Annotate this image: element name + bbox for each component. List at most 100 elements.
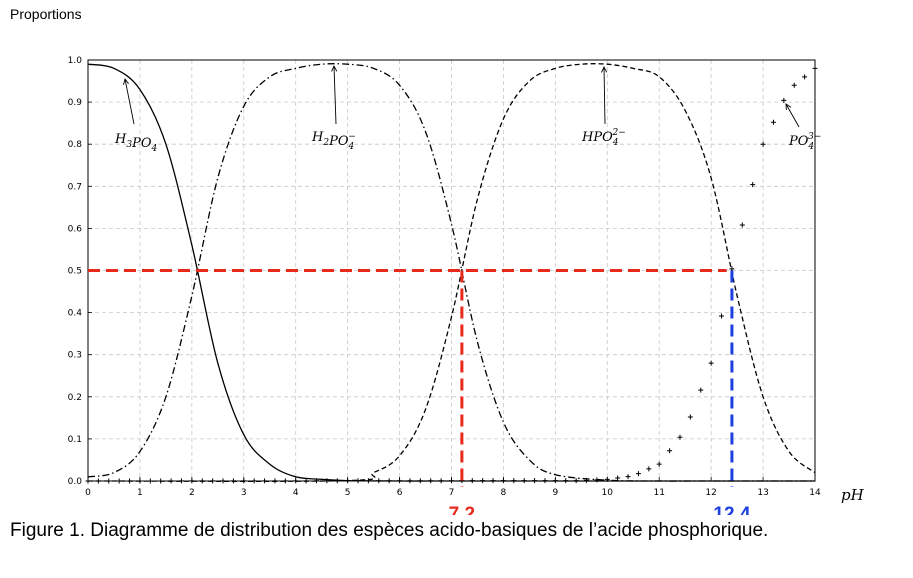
series-po4-marker xyxy=(563,478,569,484)
series-po4-marker xyxy=(334,478,340,484)
series-po4-marker xyxy=(365,478,371,484)
y-tick-label: 0.4 xyxy=(68,309,83,319)
series-po4-marker xyxy=(625,474,631,480)
series-po4-marker xyxy=(646,466,652,472)
series-po4-marker xyxy=(272,478,278,484)
series-po4-marker xyxy=(615,475,621,481)
x-tick-label: 13 xyxy=(757,488,768,498)
y-tick-label: 0.3 xyxy=(68,351,82,361)
x-tick-label: 14 xyxy=(809,488,821,498)
series-po4-marker xyxy=(656,461,662,467)
series-po4-marker xyxy=(376,478,382,484)
x-tick-label: 12 xyxy=(705,488,716,498)
axes: 0 1 2 3 4 5 6 7 8 9 10 11 12 13 140.00.10.20.30.40.50.… xyxy=(68,56,821,498)
x-tick-label: 7 xyxy=(449,488,455,498)
pka-labels: 7,2 12,4 xyxy=(449,504,751,515)
series-po4-marker xyxy=(428,478,434,484)
arrow-head xyxy=(785,103,792,111)
series-po4-marker xyxy=(127,478,133,484)
series-po4-marker xyxy=(781,97,787,103)
series-po4-marker xyxy=(677,434,683,440)
species-labels: H3PO4 H2PO4− HPO42− PO43− xyxy=(114,64,821,154)
series-po4-marker xyxy=(573,478,579,484)
arrow-shaft xyxy=(333,65,337,125)
series-po4-marker xyxy=(542,478,548,484)
x-tick-label: 10 xyxy=(602,488,614,498)
series-po4-marker xyxy=(355,478,361,484)
series-po4-marker xyxy=(220,478,226,484)
series-po4-marker xyxy=(750,182,756,188)
series-po4-marker xyxy=(303,478,309,484)
x-tick-label: 5 xyxy=(345,488,351,498)
pka-label: 7,2 xyxy=(449,504,475,515)
x-tick-label: 8 xyxy=(501,488,507,498)
y-tick-label: 0.5 xyxy=(68,267,82,277)
series-po4-marker xyxy=(604,476,610,482)
series-po4-marker xyxy=(635,471,641,477)
y-tick-label: 0.1 xyxy=(68,435,82,445)
series-po4-marker xyxy=(584,477,590,483)
figure-caption: Figure 1. Diagramme de distribution des … xyxy=(10,520,769,541)
series-po4-marker xyxy=(490,478,496,484)
x-tick-label: 0 xyxy=(85,488,91,498)
x-tick-label: 6 xyxy=(397,488,403,498)
arrow-head xyxy=(331,64,338,72)
series-po4-marker xyxy=(116,478,122,484)
y-tick-label: 0.9 xyxy=(68,98,83,108)
series-po4-marker xyxy=(241,478,247,484)
series-po4-marker xyxy=(345,478,351,484)
series-line-2 xyxy=(87,63,816,482)
y-tick-label: 1.0 xyxy=(68,56,83,66)
series-po4-marker xyxy=(770,119,776,125)
series-po4-marker xyxy=(698,387,704,393)
series-po4-marker xyxy=(407,478,413,484)
half-proportion-guides xyxy=(88,269,734,487)
x-tick-label: 2 xyxy=(189,488,195,498)
series-po4-marker xyxy=(199,478,205,484)
x-tick-label: 9 xyxy=(552,488,558,498)
arrow-shaft xyxy=(785,103,800,128)
series-po4-marker xyxy=(210,478,216,484)
series-po4-marker xyxy=(687,414,693,420)
series-po4-marker xyxy=(230,478,236,484)
series-po4-marker xyxy=(324,478,330,484)
series-po4-marker xyxy=(729,266,735,272)
series-po4-marker xyxy=(147,478,153,484)
series-po4-marker xyxy=(719,313,725,319)
series-po4-marker xyxy=(189,478,195,484)
series-po4-marker xyxy=(293,478,299,484)
series-po4-marker xyxy=(417,478,423,484)
y-tick-label: 0.7 xyxy=(68,182,82,192)
x-tick-label: 1 xyxy=(137,488,143,498)
distribution-chart: 0 1 2 3 4 5 6 7 8 9 10 11 12 13 140.00.10.20.30.40.50.… xyxy=(68,56,865,515)
x-axis-title: pH xyxy=(841,486,865,504)
y-tick-label: 0.8 xyxy=(68,140,83,150)
species-label-h2po4: H2PO4− xyxy=(311,130,356,152)
series-po4-marker xyxy=(480,478,486,484)
arrow-shaft xyxy=(124,78,135,125)
series-po4-marker xyxy=(521,478,527,484)
series-po4-marker xyxy=(397,478,403,484)
series-po4-marker xyxy=(552,478,558,484)
series-po4-marker xyxy=(708,360,714,366)
y-tick-label: 0.0 xyxy=(68,477,83,487)
arrow-shaft xyxy=(603,66,606,125)
species-label-po4: PO43− xyxy=(788,132,821,152)
series-po4-marker xyxy=(178,478,184,484)
species-label-hpo4: HPO42− xyxy=(581,128,626,148)
series-po4-marker xyxy=(386,478,392,484)
series-po4-marker xyxy=(532,478,538,484)
series-po4-marker xyxy=(168,478,174,484)
species-label-h3po4: H3PO4 xyxy=(114,132,157,154)
series-po4-marker xyxy=(85,478,91,484)
y-tick-label: 0.6 xyxy=(68,224,83,234)
series-po4-marker xyxy=(802,74,808,80)
series-po4-marker xyxy=(469,478,475,484)
series-po4-marker xyxy=(251,478,257,484)
x-tick-label: 3 xyxy=(241,488,247,498)
series-po4-marker xyxy=(791,82,797,88)
y-axis-title: Proportions xyxy=(10,6,82,22)
x-tick-label: 11 xyxy=(653,488,664,498)
x-tick-label: 4 xyxy=(293,488,299,498)
y-tick-label: 0.2 xyxy=(68,393,82,403)
